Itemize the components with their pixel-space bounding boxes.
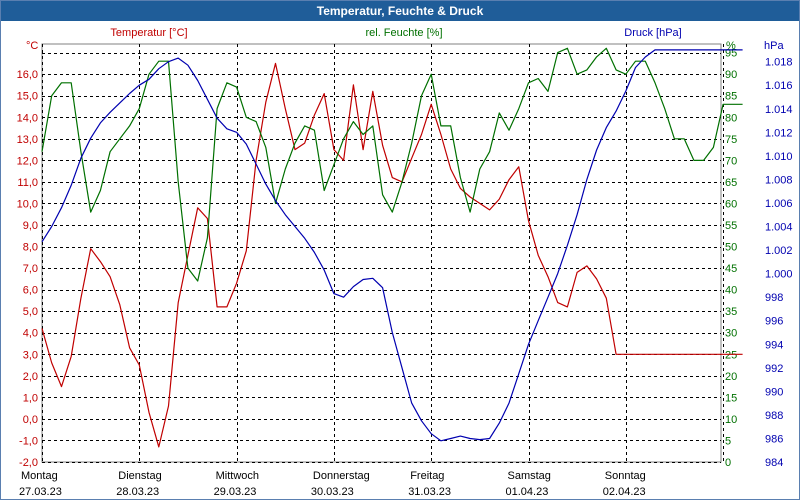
humidity-axis-title: rel. Feuchte [%] bbox=[365, 27, 442, 39]
pressure-tick-label: 1.004 bbox=[765, 222, 793, 234]
day-date-label: 02.04.23 bbox=[603, 486, 646, 498]
temperature-tick-label: 11,0 bbox=[17, 177, 38, 189]
temperature-tick-label: 0,0 bbox=[23, 414, 38, 426]
temperature-tick-label: 6,0 bbox=[23, 285, 38, 297]
series-temperature-line bbox=[41, 62, 743, 448]
day-date-label: 28.03.23 bbox=[116, 486, 159, 498]
temperature-tick-label: -2,0 bbox=[19, 457, 38, 469]
temperature-tick-label: 3,0 bbox=[23, 349, 38, 361]
temperature-unit-label: °C bbox=[26, 40, 38, 52]
humidity-tick-label: 90 bbox=[725, 69, 737, 81]
humidity-tick-label: 50 bbox=[725, 242, 737, 254]
temperature-tick-label: 5,0 bbox=[23, 306, 38, 318]
day-name-label: Dienstag bbox=[118, 470, 161, 482]
pressure-tick-label: 1.018 bbox=[765, 57, 793, 69]
temperature-tick-label: 15,0 bbox=[17, 91, 38, 103]
humidity-tick-label: 15 bbox=[725, 392, 737, 404]
humidity-tick-label: 0 bbox=[725, 457, 731, 469]
humidity-tick-label: 5 bbox=[725, 435, 731, 447]
chart-svg: 16,0 15,0 14,0 13,0 12,0 11,0 10,0 9,0 8,0 7,0 6,0… bbox=[17, 27, 793, 498]
day-name-label: Mittwoch bbox=[216, 470, 259, 482]
temperature-tick-label: 4,0 bbox=[23, 328, 38, 340]
pressure-tick-label: 994 bbox=[765, 339, 783, 351]
day-name-label: Donnerstag bbox=[313, 470, 370, 482]
pressure-tick-label: 988 bbox=[765, 410, 783, 422]
humidity-tick-label: 55 bbox=[725, 220, 737, 232]
temperature-tick-label: 9,0 bbox=[23, 220, 38, 232]
series-pressure-line bbox=[41, 49, 743, 442]
humidity-tick-label: 65 bbox=[725, 177, 737, 189]
axis-labels: °C Temperatur [°C] rel. Feuchte [%] % Dr… bbox=[26, 27, 784, 52]
day-name-label: Freitag bbox=[410, 470, 444, 482]
humidity-tick-label: 95 bbox=[725, 48, 737, 60]
temperature-tick-label: 2,0 bbox=[23, 371, 38, 383]
humidity-tick-label: 75 bbox=[725, 134, 737, 146]
humidity-tick-label: 60 bbox=[725, 198, 737, 210]
humidity-tick-label: 40 bbox=[725, 285, 737, 297]
pressure-tick-label: 986 bbox=[765, 433, 783, 445]
day-name-label: Sonntag bbox=[605, 470, 646, 482]
day-date-label: 01.04.23 bbox=[506, 486, 549, 498]
pressure-tick-label: 990 bbox=[765, 386, 783, 398]
pressure-tick-label: 992 bbox=[765, 363, 783, 375]
temperature-tick-label: 8,0 bbox=[23, 242, 38, 254]
temperature-tick-label: 13,0 bbox=[17, 134, 38, 146]
day-date-label: 29.03.23 bbox=[214, 486, 257, 498]
humidity-tick-label: 70 bbox=[725, 155, 737, 167]
temperature-tick-label: 16,0 bbox=[17, 69, 38, 81]
pressure-tick-label: 996 bbox=[765, 316, 783, 328]
pressure-axis-title: Druck [hPa] bbox=[624, 27, 681, 39]
chart-title: Temperatur, Feuchte & Druck bbox=[1, 1, 799, 21]
pressure-tick-label: 1.010 bbox=[765, 151, 793, 163]
plot-frame bbox=[41, 43, 722, 463]
humidity-tick-label: 35 bbox=[725, 306, 737, 318]
grid: 16,0 15,0 14,0 13,0 12,0 11,0 10,0 9,0 8,0 7,0 6,0… bbox=[17, 43, 793, 498]
humidity-tick-label: 85 bbox=[725, 91, 737, 103]
day-date-label: 27.03.23 bbox=[19, 486, 62, 498]
humidity-unit-label: % bbox=[726, 40, 736, 52]
temperature-tick-label: -1,0 bbox=[19, 435, 38, 447]
temperature-tick-label: 12,0 bbox=[17, 155, 38, 167]
humidity-tick-label: 20 bbox=[725, 371, 737, 383]
humidity-tick-label: 30 bbox=[725, 328, 737, 340]
pressure-tick-label: 1.014 bbox=[765, 104, 793, 116]
day-name-label: Samstag bbox=[508, 470, 551, 482]
day-name-label: Montag bbox=[21, 470, 58, 482]
pressure-tick-label: 1.006 bbox=[765, 198, 793, 210]
day-date-label: 31.03.23 bbox=[408, 486, 451, 498]
temperature-tick-label: 14,0 bbox=[17, 112, 38, 124]
temperature-tick-label: 10,0 bbox=[17, 198, 38, 210]
day-date-label: 30.03.23 bbox=[311, 486, 354, 498]
temperature-axis-title: Temperatur [°C] bbox=[110, 27, 187, 39]
humidity-tick-label: 10 bbox=[725, 414, 737, 426]
temperature-tick-label: 7,0 bbox=[23, 263, 38, 275]
series-humidity-line bbox=[41, 47, 743, 282]
pressure-tick-label: 984 bbox=[765, 457, 783, 469]
pressure-unit-label: hPa bbox=[764, 40, 784, 52]
series-lines bbox=[41, 47, 743, 448]
humidity-tick-label: 80 bbox=[725, 112, 737, 124]
pressure-tick-label: 1.012 bbox=[765, 127, 793, 139]
pressure-tick-label: 1.002 bbox=[765, 245, 793, 257]
temperature-tick-label: 1,0 bbox=[23, 392, 38, 404]
pressure-tick-label: 998 bbox=[765, 292, 783, 304]
humidity-tick-label: 25 bbox=[725, 349, 737, 361]
pressure-tick-label: 1.008 bbox=[765, 174, 793, 186]
humidity-tick-label: 45 bbox=[725, 263, 737, 275]
pressure-tick-label: 1.000 bbox=[765, 269, 793, 281]
pressure-tick-label: 1.016 bbox=[765, 80, 793, 92]
